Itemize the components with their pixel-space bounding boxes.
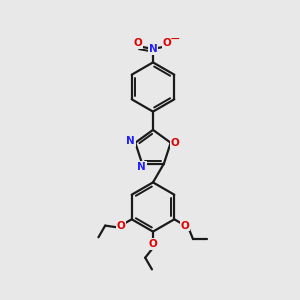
Text: N: N — [148, 44, 158, 54]
Text: N: N — [137, 162, 146, 172]
Text: O: O — [181, 220, 190, 231]
Text: O: O — [171, 138, 180, 148]
Text: N: N — [126, 136, 135, 146]
Text: O: O — [134, 38, 142, 48]
Text: O: O — [148, 239, 158, 249]
Text: −: − — [170, 32, 181, 46]
Text: O: O — [116, 220, 125, 231]
Text: O: O — [163, 38, 172, 48]
